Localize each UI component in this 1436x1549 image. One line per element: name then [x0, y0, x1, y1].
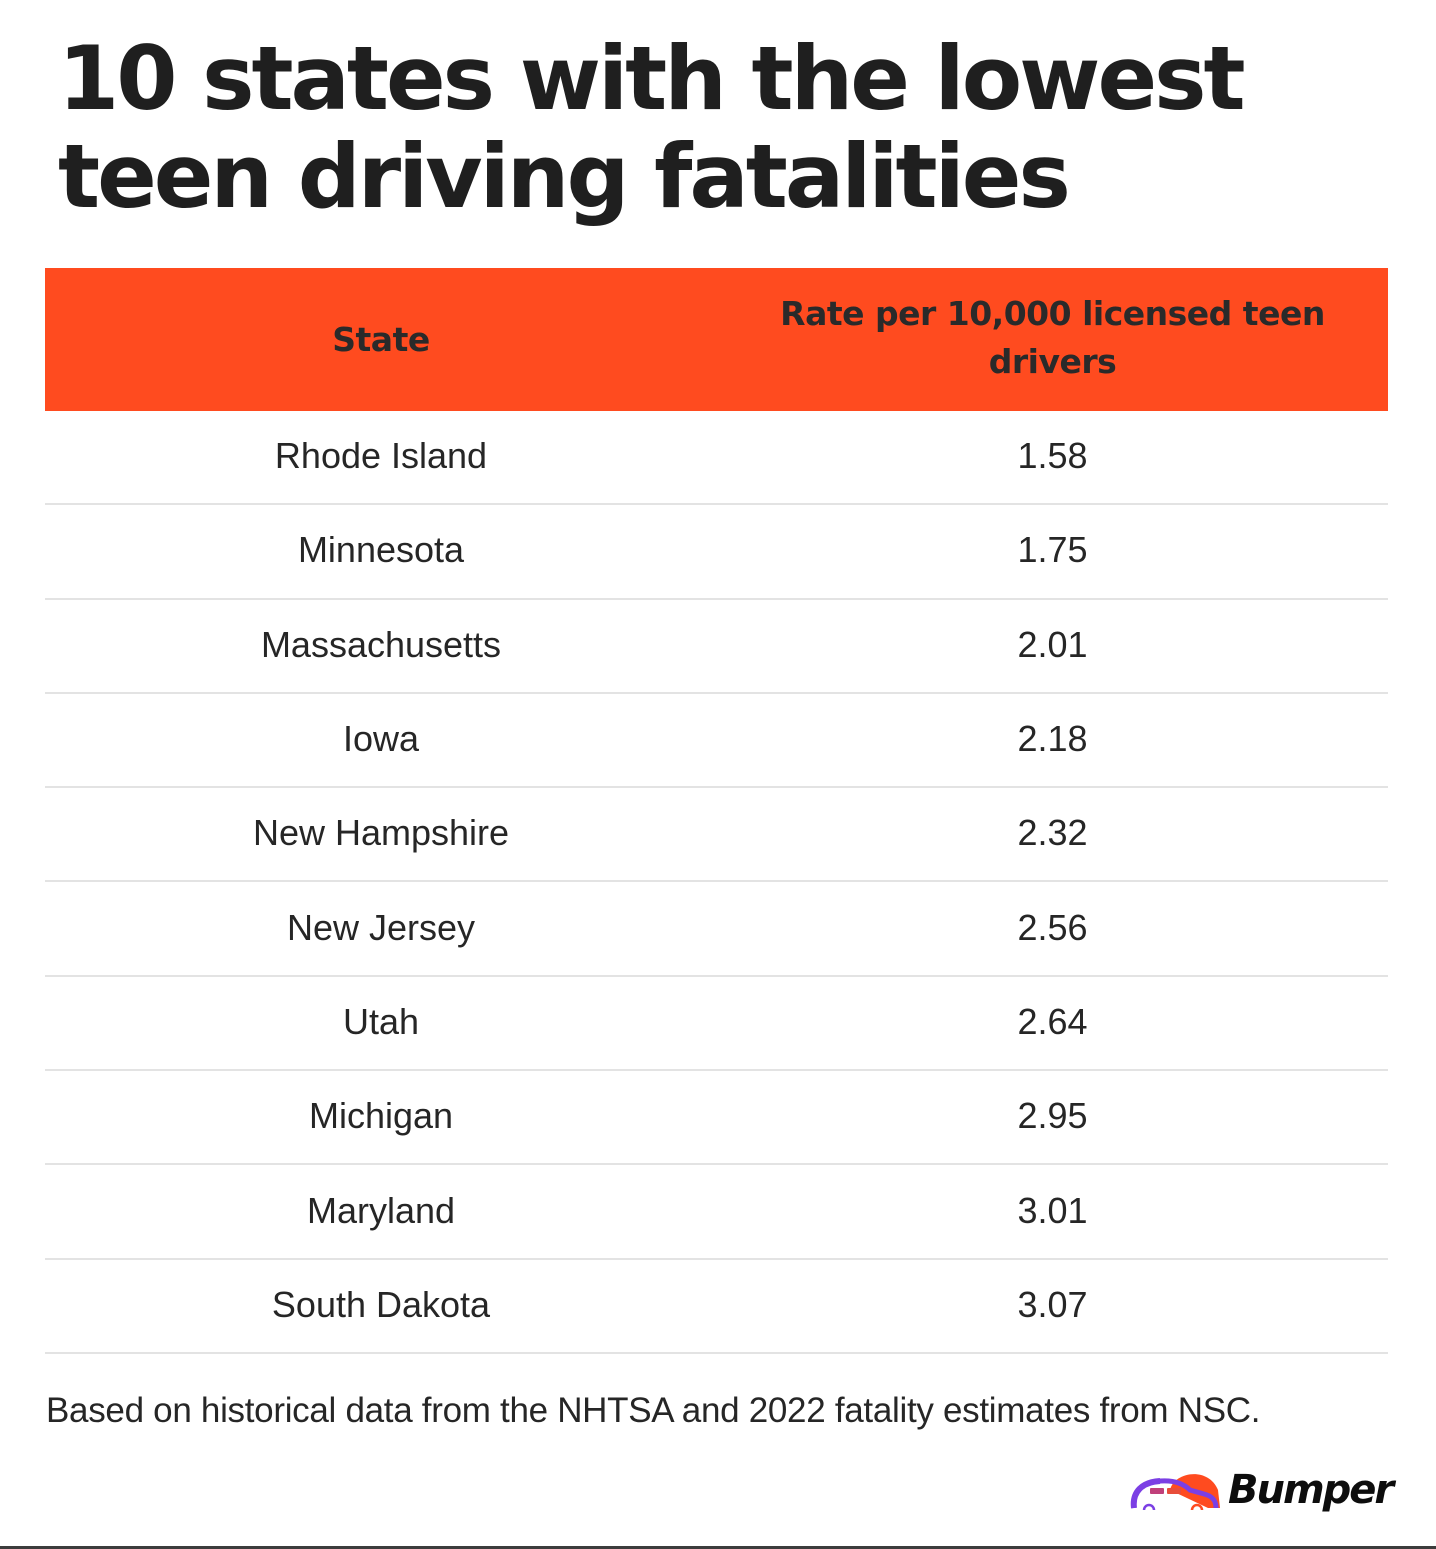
table-row: Massachusetts 2.01: [45, 600, 1388, 694]
state-cell: Iowa: [342, 718, 420, 760]
state-cell: Rhode Island: [274, 435, 488, 477]
table-header: State Rate per 10,000 licensed teen driv…: [45, 268, 1388, 411]
table-row: Minnesota 1.75: [45, 505, 1388, 600]
rate-cell: 2.01: [1017, 623, 1088, 665]
state-cell: New Hampshire: [252, 812, 510, 854]
rate-cell: 1.58: [1017, 435, 1088, 477]
state-cell: Minnesota: [297, 529, 465, 571]
state-cell: Maryland: [306, 1189, 456, 1231]
page-title: 10 states with the lowest teen driving f…: [58, 27, 1246, 228]
table-row: New Jersey 2.56: [45, 882, 1388, 977]
column-header-rate: Rate per 10,000 licensed teen drivers: [780, 293, 1325, 381]
table-row: Iowa 2.18: [45, 694, 1388, 789]
state-cell: Michigan: [308, 1095, 454, 1137]
bumper-logo: Bumper: [1130, 1466, 1394, 1514]
table-row: Maryland 3.01: [45, 1165, 1388, 1260]
car-icon: [1130, 1474, 1220, 1511]
rate-cell: 1.75: [1017, 529, 1088, 571]
rates-table: State Rate per 10,000 licensed teen driv…: [45, 268, 1388, 1354]
table-row: Michigan 2.95: [45, 1071, 1388, 1166]
rate-cell: 2.95: [1017, 1095, 1088, 1137]
table-row: Utah 2.64: [45, 977, 1388, 1072]
footnote: Based on historical data from the NHTSA …: [46, 1391, 1261, 1430]
rate-cell: 3.01: [1017, 1189, 1088, 1231]
rate-cell: 2.18: [1017, 718, 1088, 760]
rate-cell: 2.64: [1017, 1000, 1088, 1042]
rate-cell: 2.32: [1017, 812, 1088, 854]
state-cell: New Jersey: [286, 906, 476, 948]
table-row: Rhode Island 1.58: [45, 411, 1388, 506]
table-body: Rhode Island 1.58 Minnesota 1.75 Massachuset…: [45, 411, 1388, 1354]
rate-cell: 3.07: [1017, 1283, 1088, 1325]
state-cell: Massachusetts: [260, 623, 502, 665]
logo-wordmark: Bumper: [1228, 1467, 1394, 1513]
column-header-state: State: [332, 319, 430, 359]
table-row: South Dakota 3.07: [45, 1260, 1388, 1354]
rate-cell: 2.56: [1017, 906, 1088, 948]
bottom-border: [0, 1546, 1436, 1549]
state-cell: South Dakota: [271, 1283, 491, 1325]
table-row: New Hampshire 2.32: [45, 788, 1388, 883]
state-cell: Utah: [342, 1000, 420, 1042]
